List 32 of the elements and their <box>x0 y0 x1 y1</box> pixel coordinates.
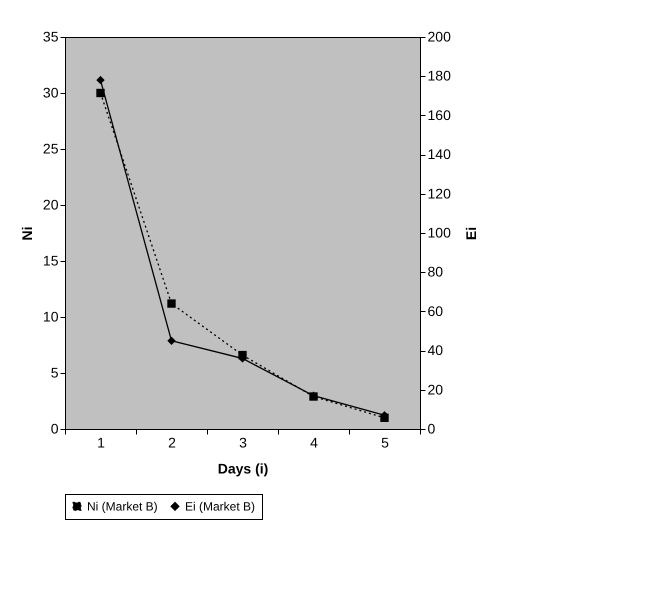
x-tick-label: 3 <box>239 434 248 450</box>
y2-tick-label: 100 <box>428 224 452 240</box>
y2-tick-label: 80 <box>428 264 444 280</box>
y2-tick-label: 120 <box>428 185 452 202</box>
y-tick-label: 35 <box>42 28 59 44</box>
y-tick-label: 15 <box>42 252 59 268</box>
y2-tick-label: 40 <box>428 342 444 358</box>
y-tick-label: 10 <box>42 308 59 324</box>
y-tick-label: 25 <box>42 140 59 156</box>
y-tick-label: 5 <box>50 364 59 380</box>
y2-tick-label: 140 <box>428 146 452 162</box>
x-tick-label: 5 <box>381 434 390 450</box>
legend-label: Ei (Market B) <box>185 499 256 514</box>
point <box>167 299 176 308</box>
x-axis-title: Days (i) <box>218 460 268 476</box>
y2-tick-label: 0 <box>428 420 436 436</box>
y2-tick-label: 60 <box>428 302 444 319</box>
y2-tick-label: 20 <box>428 381 444 398</box>
x-tick-label: 4 <box>310 434 318 450</box>
point <box>167 336 176 345</box>
y2-tick-label: 200 <box>428 28 452 44</box>
x-tick-label: 1 <box>97 434 106 450</box>
legend-label: Ni (Market B) <box>87 499 158 514</box>
y2-tick-label: 160 <box>428 106 452 123</box>
y2-axis-title: Ei <box>462 226 479 240</box>
y-tick-label: 30 <box>42 84 59 100</box>
y2-tick-label: 180 <box>428 68 452 84</box>
point <box>96 76 105 84</box>
x-tick-label: 2 <box>168 434 176 450</box>
y-tick-label: 20 <box>42 196 59 212</box>
y-axis-title: Ni <box>18 226 35 240</box>
y-tick-label: 0 <box>50 420 59 436</box>
